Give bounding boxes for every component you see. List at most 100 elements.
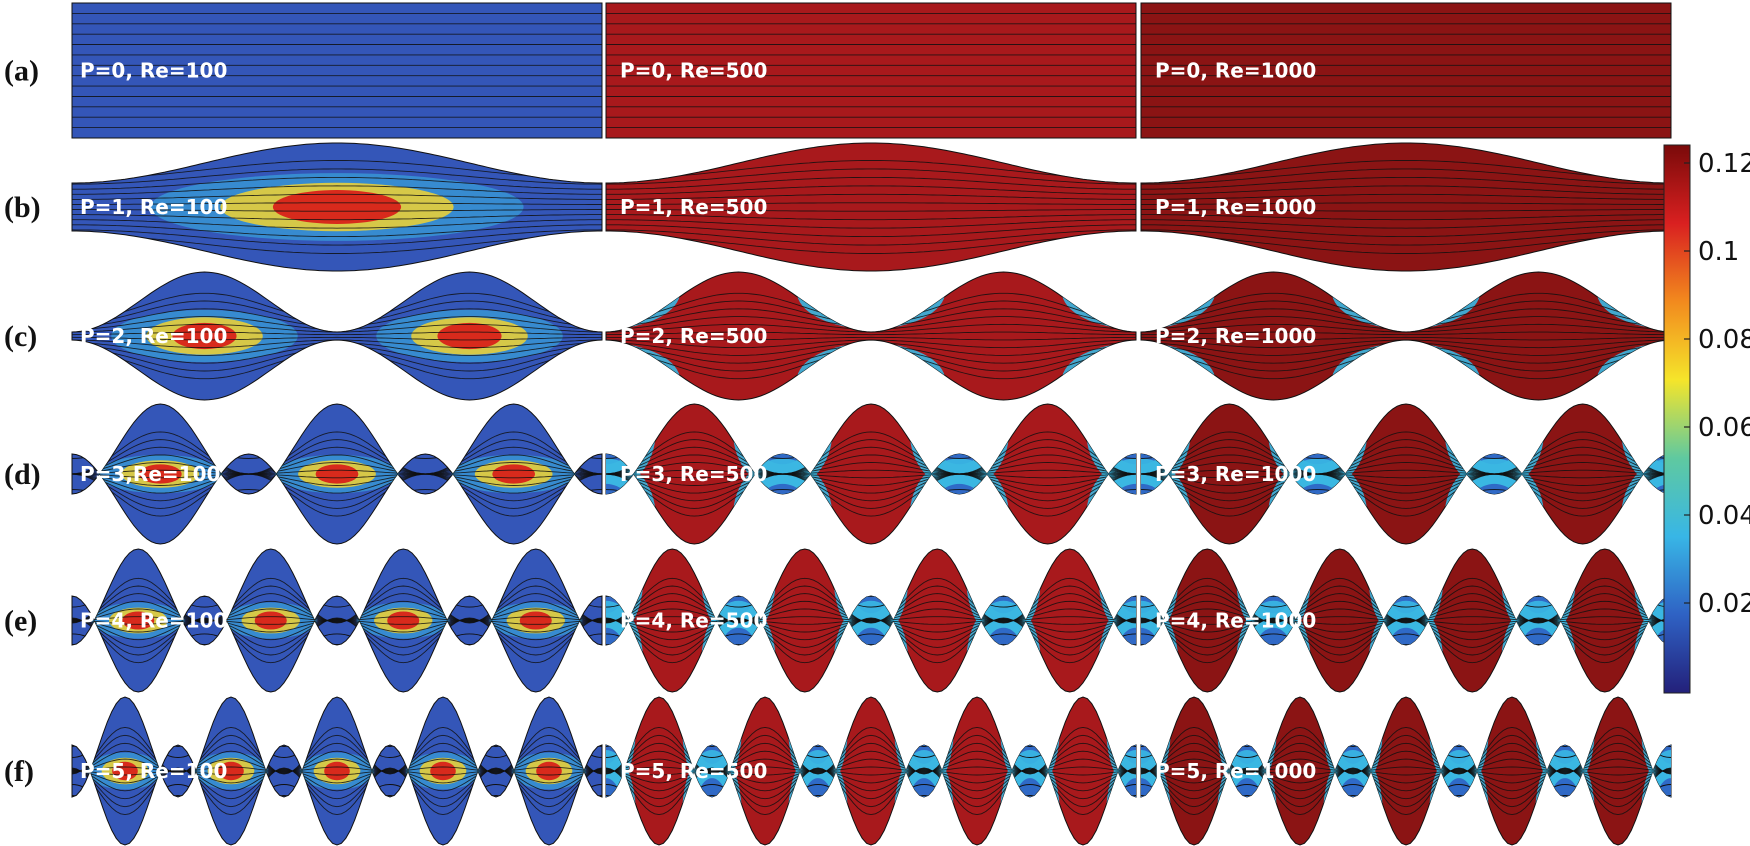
vortex-streamline [324,654,350,677]
vortex-streamline [1111,553,1136,597]
streamline [1141,339,1671,349]
vortex-core [1466,404,1523,465]
jet-hot [519,611,552,630]
panel-label: P=1, Re=1000 [1155,195,1316,219]
vortex-streamline [1141,644,1166,688]
vortex-streamline [377,489,474,544]
panel-label: P=2, Re=1000 [1155,324,1316,348]
vortex-streamline [1343,806,1363,829]
streamline [72,462,602,475]
panel: P=2, Re=1000 [1140,271,1672,401]
streamline [1141,618,1671,641]
vortex-streamline [216,499,281,540]
vortex-streamline [979,644,1028,688]
vortex-streamline [158,795,198,840]
streamline [72,439,602,475]
streamline [1141,766,1671,772]
panel: P=5, Re=1000 [1140,696,1672,846]
vortex-streamline [606,654,619,677]
streamline [606,202,1136,205]
streamline [1141,219,1671,229]
vortex-streamline [72,702,92,747]
vortex-streamline [582,795,602,840]
vortex-streamline [1333,795,1373,840]
streamline [1141,593,1671,623]
vortex-core [828,359,914,400]
vortex-streamline [606,795,626,840]
panel-label: P=3, Re=500 [620,462,767,486]
streamline [606,323,1136,333]
streamline [1141,431,1671,475]
vortex-streamline [72,644,97,688]
streamline [1141,160,1671,180]
streamline [1141,331,1671,336]
streamline [1141,473,1671,494]
vortex-streamline [180,553,229,597]
panel: P=3, Re=1000 [1140,403,1672,545]
vortex-streamline [1249,644,1298,688]
streamline [72,336,602,341]
streamline [606,219,1136,229]
streamline [72,473,602,517]
vortex-streamline [606,713,616,736]
vortex-core [982,627,1025,692]
vortex-streamline [692,702,732,747]
vortex-streamline [1141,806,1151,829]
vortex-streamline [606,564,619,587]
vortex-streamline [1661,806,1671,829]
vortex-streamline [592,713,602,736]
vortex-core [1363,272,1449,313]
vortex-streamline [168,713,188,736]
vortex-streamline [1269,489,1366,544]
vortex-core [1384,627,1428,692]
row-label: (d) [4,458,41,491]
vortex-streamline [1462,499,1527,540]
vortex-streamline [408,418,442,440]
streamline [72,224,602,238]
vortex-streamline [312,644,362,688]
row-label: (a) [4,55,39,88]
jet-hot [272,190,402,224]
colorbar-tick-label: 0.12 [1698,149,1750,179]
vortex-streamline [569,499,602,540]
vortex-streamline [1087,489,1136,544]
row-f: (f) P=5, Re=100 P=5, Re=500 P=5, Re=1000 [4,696,1672,846]
vortex-streamline [72,806,82,829]
vortex-streamline [1141,564,1154,587]
streamline [72,473,602,486]
streamline [606,619,1136,625]
vortex-streamline [1111,644,1136,688]
vortex-streamline [1126,806,1136,829]
vortex-streamline [692,795,732,840]
vortex-streamline [1227,702,1267,747]
vortex-streamline [1449,713,1469,736]
panel-label: P=2, Re=500 [620,324,767,348]
streamline [1141,185,1671,195]
streamline [72,431,602,475]
vortex-streamline [927,408,992,450]
vortex-streamline [734,489,831,544]
streamline [1141,473,1671,486]
streamline [72,176,602,190]
streamline [1141,224,1671,238]
vortex-core [907,778,941,845]
vortex-core [1107,404,1136,465]
vortex-streamline [606,644,631,688]
vortex-streamline [942,418,976,440]
vortex-streamline [734,404,831,459]
vortex-streamline [979,553,1028,597]
vortex-core [849,627,893,692]
jet-hot [112,761,138,781]
vortex-streamline [1269,404,1366,459]
vortex-core [1442,778,1476,845]
streamline [72,185,602,195]
streamline [606,473,1136,517]
streamline [606,224,1136,238]
streamline [606,618,1136,641]
streamline [1141,202,1671,205]
channel-field [605,142,1137,272]
vortex-core [1093,359,1136,400]
vortex-streamline [1514,553,1563,597]
vortex-streamline [1141,508,1158,530]
vortex-streamline [445,553,494,597]
